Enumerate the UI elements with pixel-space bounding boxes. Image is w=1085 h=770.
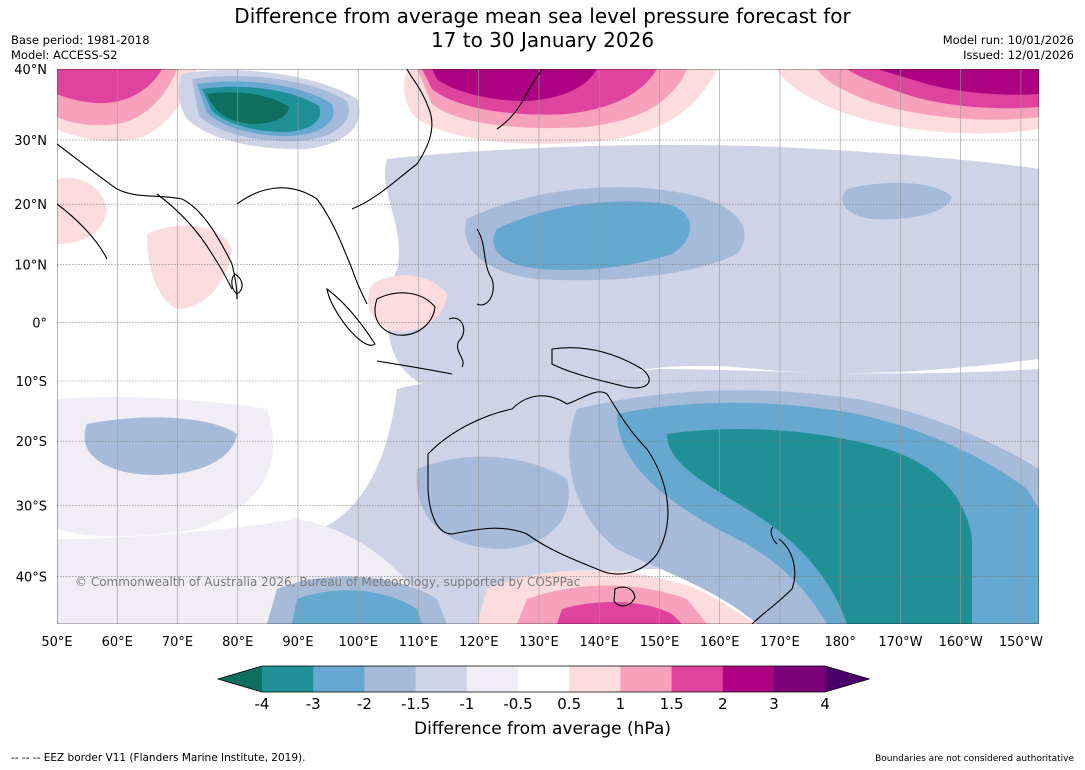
latitude-label: 30°N: [14, 134, 47, 149]
anomaly-region-japan-core: [432, 69, 597, 101]
longitude-label: 160°E: [700, 635, 740, 650]
longitude-label: 110°E: [399, 635, 439, 650]
coastline-new-guinea: [551, 347, 650, 389]
colorbar-segment: [722, 666, 775, 692]
latitude-label: 10°S: [16, 375, 47, 390]
coastline-new-zealand: [751, 526, 796, 624]
latitude-label: 20°N: [14, 198, 47, 213]
anomaly-region-north-central-pacific: [842, 182, 952, 220]
meta-right: Model run: 10/01/2026 Issued: 12/01/2026: [943, 33, 1074, 63]
pressure-anomaly-map[interactable]: © Commonwealth of Australia 2026, Bureau…: [57, 69, 1039, 624]
colorbar-segment: [620, 666, 673, 692]
latitude-label: 30°S: [16, 499, 47, 514]
title-line-1: Difference from average mean sea level p…: [234, 4, 851, 28]
colorbar-segment: [671, 666, 724, 692]
colorbar-tick-label: -4: [255, 695, 270, 713]
coastline-sri-lanka: [231, 273, 243, 295]
longitude-label: 120°E: [459, 635, 499, 650]
colorbar-segment: [466, 666, 519, 692]
eez-legend: -- -- -- EEZ border V11 (Flanders Marine…: [11, 752, 306, 764]
latitude-label: 0°: [32, 317, 47, 332]
colorbar-tick-label: -0.5: [503, 695, 532, 713]
colorbar-segment: [313, 666, 365, 692]
longitude-label: 100°E: [338, 635, 378, 650]
anomaly-region-india-weak-positive: [147, 225, 232, 309]
longitude-label: 90°E: [282, 635, 313, 650]
coastline-sumatra: [326, 287, 376, 346]
map-grid: [57, 69, 1039, 624]
anomaly-region-tibet-core: [207, 92, 289, 124]
anomaly-region-borneo-weak-positive: [368, 275, 447, 332]
coastline-tasmania: [613, 586, 636, 607]
colorbar-tick-label: 1.5: [660, 695, 684, 713]
longitude-label: 150°W: [999, 635, 1043, 650]
anomaly-region-northwest-strong: [57, 69, 162, 104]
longitude-label: 130°E: [519, 635, 559, 650]
colorbar-tick-label: -1.5: [401, 695, 430, 713]
coastline-australia: [427, 391, 669, 575]
coastline-japan: [496, 69, 543, 130]
colorbar-tick-label: 2: [718, 695, 728, 713]
colorbar-outline: [216, 665, 871, 693]
colorbar-tick-label: 4: [820, 695, 830, 713]
anomaly-region-philippine-sea-core: [493, 201, 691, 271]
latitude-label: 40°S: [16, 570, 47, 585]
anomaly-region-tasmania-strong: [557, 602, 682, 624]
colorbar-segment: [262, 666, 314, 692]
colorbar-tick-label: -1: [459, 695, 474, 713]
coastlines: [57, 69, 796, 624]
copyright-note: © Commonwealth of Australia 2026, Bureau…: [75, 575, 580, 589]
colorbar-tick-label: 0.5: [557, 695, 581, 713]
latitude-label: 10°N: [14, 258, 47, 273]
model-run: Model run: 10/01/2026: [942, 33, 1074, 47]
coastline-philippines: [476, 228, 494, 306]
longitude-label: 160°W: [939, 635, 983, 650]
meta-left: Base period: 1981-2018 Model: ACCESS-S2: [11, 33, 150, 63]
colorbar-tick-label: 1: [616, 695, 626, 713]
colorbar: -4 -3 -2 -1.5 -1 -0.5 0.5 1 1.5 2 3 4: [216, 665, 871, 713]
anomaly-field: [57, 69, 1039, 624]
colorbar-max-extension: [825, 666, 870, 692]
coastline-borneo: [374, 292, 436, 336]
issued-date: Issued: 12/01/2026: [963, 48, 1074, 62]
anomaly-region-moderate-west-indian: [84, 417, 237, 475]
coastline-arabia: [57, 203, 108, 260]
latitude-label: 20°S: [16, 435, 47, 450]
coastline-india: [156, 193, 233, 290]
anomaly-region-tasman-core: [667, 429, 972, 624]
anomaly-region-southern-indian-strong: [292, 590, 422, 624]
anomaly-region-arabia-weak-positive: [57, 177, 107, 244]
longitude-label: 150°E: [640, 635, 680, 650]
longitude-label: 170°E: [760, 635, 800, 650]
coastline-sulawesi: [448, 317, 465, 368]
colorbar-tick-label: -2: [357, 695, 372, 713]
longitude-label: 50°E: [41, 635, 72, 650]
coastline-java: [376, 360, 453, 375]
colorbar-min-extension: [218, 666, 262, 692]
longitude-label: 60°E: [102, 635, 133, 650]
longitude-label: 140°E: [579, 635, 619, 650]
colorbar-segment: [518, 666, 570, 692]
colorbar-segment: [569, 666, 621, 692]
boundaries-note: Boundaries are not considered authoritat…: [875, 754, 1074, 764]
map-title: Difference from average mean sea level p…: [0, 4, 1085, 52]
longitude-label: 80°E: [222, 635, 253, 650]
base-period: Base period: 1981-2018: [11, 33, 150, 47]
anomaly-region-north-pacific-core: [877, 69, 1039, 95]
longitude-label: 170°W: [878, 635, 922, 650]
anomaly-region-southeast-australia: [416, 456, 569, 549]
title-line-2: 17 to 30 January 2026: [430, 28, 655, 52]
longitude-label: 70°E: [162, 635, 193, 650]
model-name: Model: ACCESS-S2: [11, 48, 118, 62]
colorbar-tick-label: 3: [769, 695, 779, 713]
colorbar-segment: [415, 666, 468, 692]
colorbar-segment: [774, 666, 826, 692]
longitude-label: 180°: [825, 635, 856, 650]
colorbar-title: Difference from average (hPa): [414, 719, 671, 739]
colorbar-segment: [364, 666, 417, 692]
latitude-label: 40°N: [14, 63, 47, 78]
colorbar-tick-label: -3: [306, 695, 321, 713]
